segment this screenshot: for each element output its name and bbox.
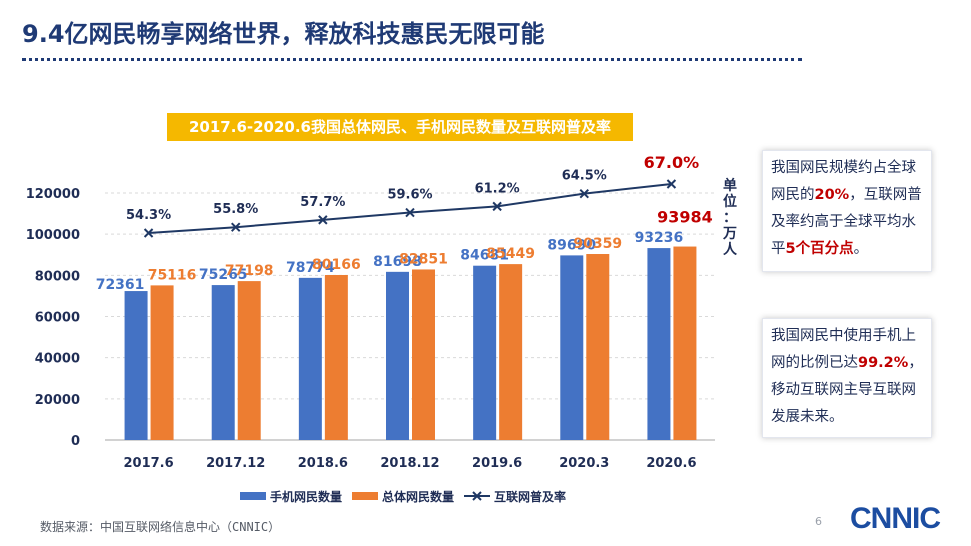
info-highlight: 20%: [814, 187, 850, 203]
data-label-mobile: 75265: [199, 267, 248, 283]
bar-mobile: [386, 271, 409, 440]
x-tick-label: 2017.6: [123, 456, 173, 471]
data-label-total: 82851: [399, 251, 448, 267]
line-marker: [143, 228, 154, 238]
data-source: 数据来源：中国互联网络信息中心（CNNIC）: [40, 520, 281, 534]
y-tick-label: 100000: [26, 228, 80, 243]
line-marker: [579, 188, 589, 199]
y-tick-label: 40000: [35, 352, 80, 367]
bar-total: [673, 246, 697, 440]
legend-label-total: 总体网民数量: [382, 489, 454, 504]
y-tick-label: 0: [71, 434, 80, 449]
data-label-mobile: 81698: [373, 254, 422, 270]
page-title: 9.4亿网民畅享网络世界，释放科技惠民无限可能: [22, 20, 545, 48]
info-highlight: 5个百分点: [785, 241, 854, 257]
bar-mobile: [298, 277, 322, 440]
legend-swatch-total: [352, 492, 378, 500]
legend-label-mobile: 手机网民数量: [270, 489, 342, 504]
data-label-rate: 55.8%: [213, 202, 258, 217]
x-tick-label: 2020.3: [559, 456, 609, 471]
y-tick-label: 120000: [26, 187, 80, 202]
unit-char: 单: [723, 178, 737, 194]
line-marker: [231, 222, 241, 232]
x-tick-label: 2019.6: [472, 456, 522, 471]
legend-marker-rate: [472, 491, 482, 501]
bar-mobile: [560, 255, 584, 440]
data-label-total: 90359: [573, 236, 622, 252]
data-label-rate: 61.2%: [475, 181, 520, 196]
y-tick-label: 20000: [35, 393, 80, 408]
bar-total: [237, 281, 261, 440]
line-marker: [405, 207, 415, 218]
y-tick-label: 60000: [35, 311, 80, 326]
bar-total: [586, 254, 610, 440]
data-label-total: 85449: [486, 246, 535, 262]
x-tick-label: 2018.12: [380, 456, 439, 471]
data-label-total: 75116: [148, 267, 197, 283]
bar-mobile: [473, 265, 497, 440]
info-text: ，移动互联网主导互联网发展未来。: [771, 355, 923, 425]
data-label-mobile: 84681: [460, 248, 509, 264]
info-box-mobile-share: 我国网民中使用手机上网的比例已达99.2%，移动互联网主导互联网发展未来。: [762, 318, 932, 438]
info-text: 我国网民规模约占全球网民的: [771, 160, 916, 203]
data-label-rate: 57.7%: [300, 195, 345, 210]
bar-mobile: [124, 291, 148, 440]
line-marker: [666, 179, 677, 189]
bar-total: [412, 269, 435, 440]
y-tick-label: 80000: [35, 269, 80, 284]
info-text: ，互联网普及率约高于全球平均水平: [771, 187, 922, 257]
bar-mobile: [647, 248, 671, 440]
unit-label: 单 位 ： 万 人: [720, 178, 740, 258]
info-text: 我国网民中使用手机上网的比例已达: [771, 328, 916, 371]
data-label-rate: 67.0%: [644, 153, 700, 172]
x-tick-label: 2020.6: [646, 456, 696, 471]
unit-char: ：: [723, 210, 737, 226]
info-text: 。: [853, 241, 869, 257]
x-tick-label: 2017.12: [206, 456, 265, 471]
unit-char: 位: [723, 194, 737, 210]
page-number: 6: [815, 515, 822, 528]
data-label-mobile: 78774: [286, 260, 335, 276]
bar-total: [150, 285, 174, 440]
legend-label-rate: 互联网普及率: [494, 489, 566, 504]
bar-mobile: [211, 285, 235, 440]
legend-swatch-mobile: [240, 492, 266, 500]
data-label-total: 77198: [225, 263, 274, 279]
unit-char: 万: [723, 226, 737, 242]
data-label-mobile: 72361: [96, 277, 145, 293]
chart-title: 2017.6-2020.6我国总体网民、手机网民数量及互联网普及率: [167, 113, 633, 141]
data-label-rate: 54.3%: [126, 208, 171, 223]
x-tick-label: 2018.6: [298, 456, 348, 471]
data-label-mobile: 93236: [635, 230, 684, 246]
line-marker: [318, 215, 328, 225]
data-label-mobile: 89690: [547, 237, 596, 253]
data-label-total: 80166: [312, 257, 361, 273]
bar-total: [499, 264, 523, 440]
data-label-rate: 64.5%: [562, 169, 607, 184]
data-label-total: 93984: [657, 208, 713, 227]
data-label-rate: 59.6%: [387, 188, 432, 203]
cnnic-logo: CNNIC: [850, 502, 941, 535]
title-divider: [22, 58, 802, 61]
bar-total: [324, 274, 348, 440]
line-marker: [492, 201, 502, 212]
info-box-global-share: 我国网民规模约占全球网民的20%，互联网普及率约高于全球平均水平5个百分点。: [762, 150, 932, 272]
unit-char: 人: [723, 242, 737, 258]
info-highlight: 99.2%: [858, 355, 909, 371]
